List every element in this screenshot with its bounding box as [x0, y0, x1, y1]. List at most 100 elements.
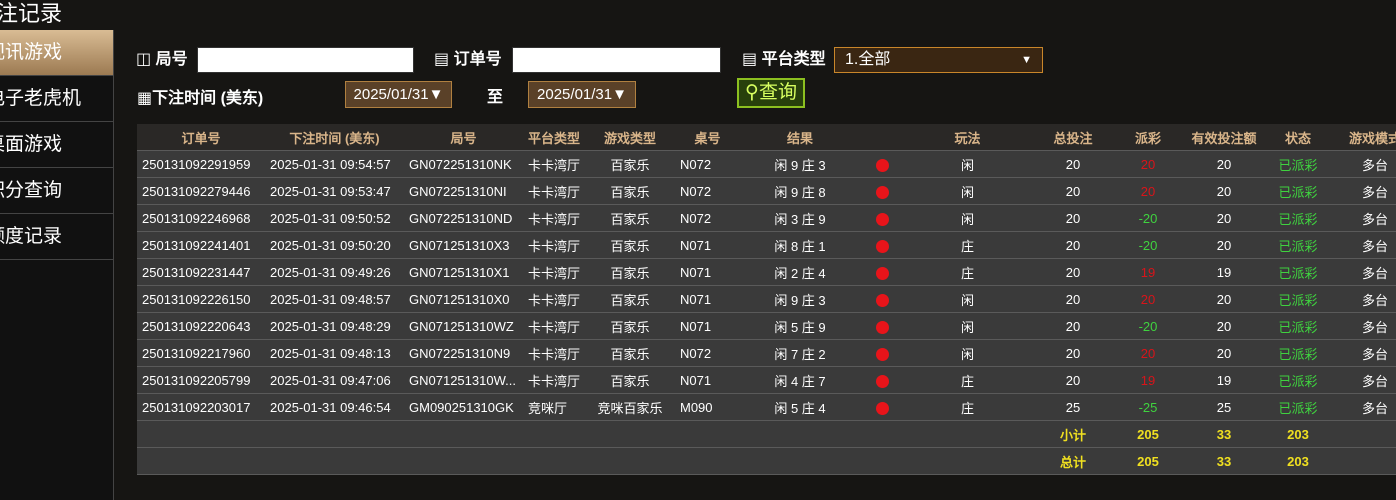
- play-icon[interactable]: [876, 239, 889, 253]
- cell: 闲: [905, 204, 1030, 232]
- round-input[interactable]: [197, 47, 414, 73]
- header-cell: 平台类型: [523, 124, 585, 151]
- cell: 庄: [905, 366, 1030, 394]
- cell: [137, 420, 1030, 448]
- cell: 250131092246968: [137, 204, 265, 232]
- total-row: 总计 205 33 203: [137, 447, 1396, 475]
- to-label: 至: [487, 89, 504, 106]
- cell: 闲: [905, 339, 1030, 367]
- cell: 多台: [1328, 339, 1396, 367]
- cell: -20: [1116, 312, 1180, 340]
- cell: 闲 3 庄 9: [740, 204, 860, 232]
- play-icon[interactable]: [876, 185, 889, 199]
- cell: 20: [1030, 150, 1116, 178]
- cell: 25: [1030, 393, 1116, 421]
- cell: 2025-01-31 09:50:52: [265, 204, 404, 232]
- play-icon[interactable]: [876, 320, 889, 334]
- table-row: 250131092220643 2025-01-31 09:48:29 GN0712…: [137, 312, 1396, 340]
- cell: 25: [1180, 393, 1268, 421]
- cell: 卡卡湾厅: [523, 177, 585, 205]
- cell: 闲 9 庄 3: [740, 150, 860, 178]
- cell: 已派彩: [1268, 393, 1328, 421]
- cell: 庄: [905, 258, 1030, 286]
- play-icon[interactable]: [876, 212, 889, 226]
- cell: 已派彩: [1268, 177, 1328, 205]
- cell: 卡卡湾厅: [523, 366, 585, 394]
- header-cell: 结果: [740, 124, 860, 151]
- date-from[interactable]: 2025/01/31▼: [345, 81, 452, 108]
- sidebar-item[interactable]: 电子老虎机: [0, 76, 113, 122]
- play-icon[interactable]: [876, 158, 889, 172]
- cell: 多台: [1328, 258, 1396, 286]
- table-row: 250131092291959 2025-01-31 09:54:57 GN0722…: [137, 150, 1396, 178]
- play-icon[interactable]: [876, 293, 889, 307]
- cell: 250131092205799: [137, 366, 265, 394]
- sidebar-item[interactable]: 桌面游戏: [0, 122, 113, 168]
- cell: 百家乐: [585, 258, 675, 286]
- cell: N071: [675, 366, 740, 394]
- cell: [860, 258, 905, 286]
- cell: 庄: [905, 231, 1030, 259]
- cell: 闲 5 庄 4: [740, 393, 860, 421]
- play-icon[interactable]: [876, 266, 889, 280]
- label: 查询: [758, 82, 797, 103]
- cell: 已派彩: [1268, 204, 1328, 232]
- cell: 19: [1116, 366, 1180, 394]
- cell: 20: [1030, 285, 1116, 313]
- cell: 20: [1030, 312, 1116, 340]
- total-valid: 203: [1268, 447, 1328, 475]
- cell: -20: [1116, 231, 1180, 259]
- cell: 闲 9 庄 8: [740, 177, 860, 205]
- play-icon[interactable]: [876, 374, 889, 388]
- header-cell: 局号: [404, 124, 523, 151]
- cell: GN071251310X3: [404, 231, 523, 259]
- cell: [1328, 420, 1396, 448]
- cell: GN071251310W...: [404, 366, 523, 394]
- date-to[interactable]: 2025/01/31▼: [528, 81, 636, 108]
- cell: 20: [1030, 339, 1116, 367]
- label: 局号: [155, 51, 188, 68]
- cell: [137, 447, 1030, 475]
- cell: -25: [1116, 393, 1180, 421]
- cell: 闲 5 庄 9: [740, 312, 860, 340]
- cell: GN072251310NK: [404, 150, 523, 178]
- cell: 20: [1180, 204, 1268, 232]
- cell: -20: [1116, 204, 1180, 232]
- cell: 已派彩: [1268, 150, 1328, 178]
- label: 平台类型: [761, 51, 826, 68]
- total-payout: 33: [1180, 420, 1268, 448]
- platform-select[interactable]: 1.全部 ▼: [834, 47, 1043, 73]
- select-value: 1.全部: [845, 51, 891, 68]
- page-title: 注记录: [0, 1, 63, 26]
- cell: [860, 366, 905, 394]
- sidebar-item[interactable]: 视讯游戏: [0, 30, 113, 76]
- cell: 百家乐: [585, 312, 675, 340]
- table-row: 250131092205799 2025-01-31 09:47:06 GN0712…: [137, 366, 1396, 394]
- sidebar-item[interactable]: 额度记录: [0, 214, 113, 260]
- cell: 闲: [905, 177, 1030, 205]
- search-button[interactable]: ⚲查询: [737, 78, 805, 108]
- header-cell: 游戏类型: [585, 124, 675, 151]
- sidebar: 视讯游戏电子老虎机桌面游戏积分查询额度记录: [0, 30, 114, 500]
- play-icon[interactable]: [876, 401, 889, 415]
- cell: 20: [1116, 150, 1180, 178]
- play-icon[interactable]: [876, 347, 889, 361]
- round-label: ◫ 局号: [136, 51, 188, 68]
- cell: [1328, 447, 1396, 475]
- order-input[interactable]: [512, 47, 721, 73]
- cell: 庄: [905, 393, 1030, 421]
- cell: 250131092220643: [137, 312, 265, 340]
- cell: N072: [675, 150, 740, 178]
- cell: [860, 393, 905, 421]
- cell: 卡卡湾厅: [523, 312, 585, 340]
- cell: 20: [1030, 177, 1116, 205]
- cell: 已派彩: [1268, 339, 1328, 367]
- cell: 多台: [1328, 231, 1396, 259]
- cell: 250131092291959: [137, 150, 265, 178]
- header-cell: 订单号: [137, 124, 265, 151]
- total-label: 总计: [1030, 447, 1116, 475]
- cell: M090: [675, 393, 740, 421]
- cell: 多台: [1328, 366, 1396, 394]
- sidebar-item[interactable]: 积分查询: [0, 168, 113, 214]
- table-row: 250131092217960 2025-01-31 09:48:13 GN0722…: [137, 339, 1396, 367]
